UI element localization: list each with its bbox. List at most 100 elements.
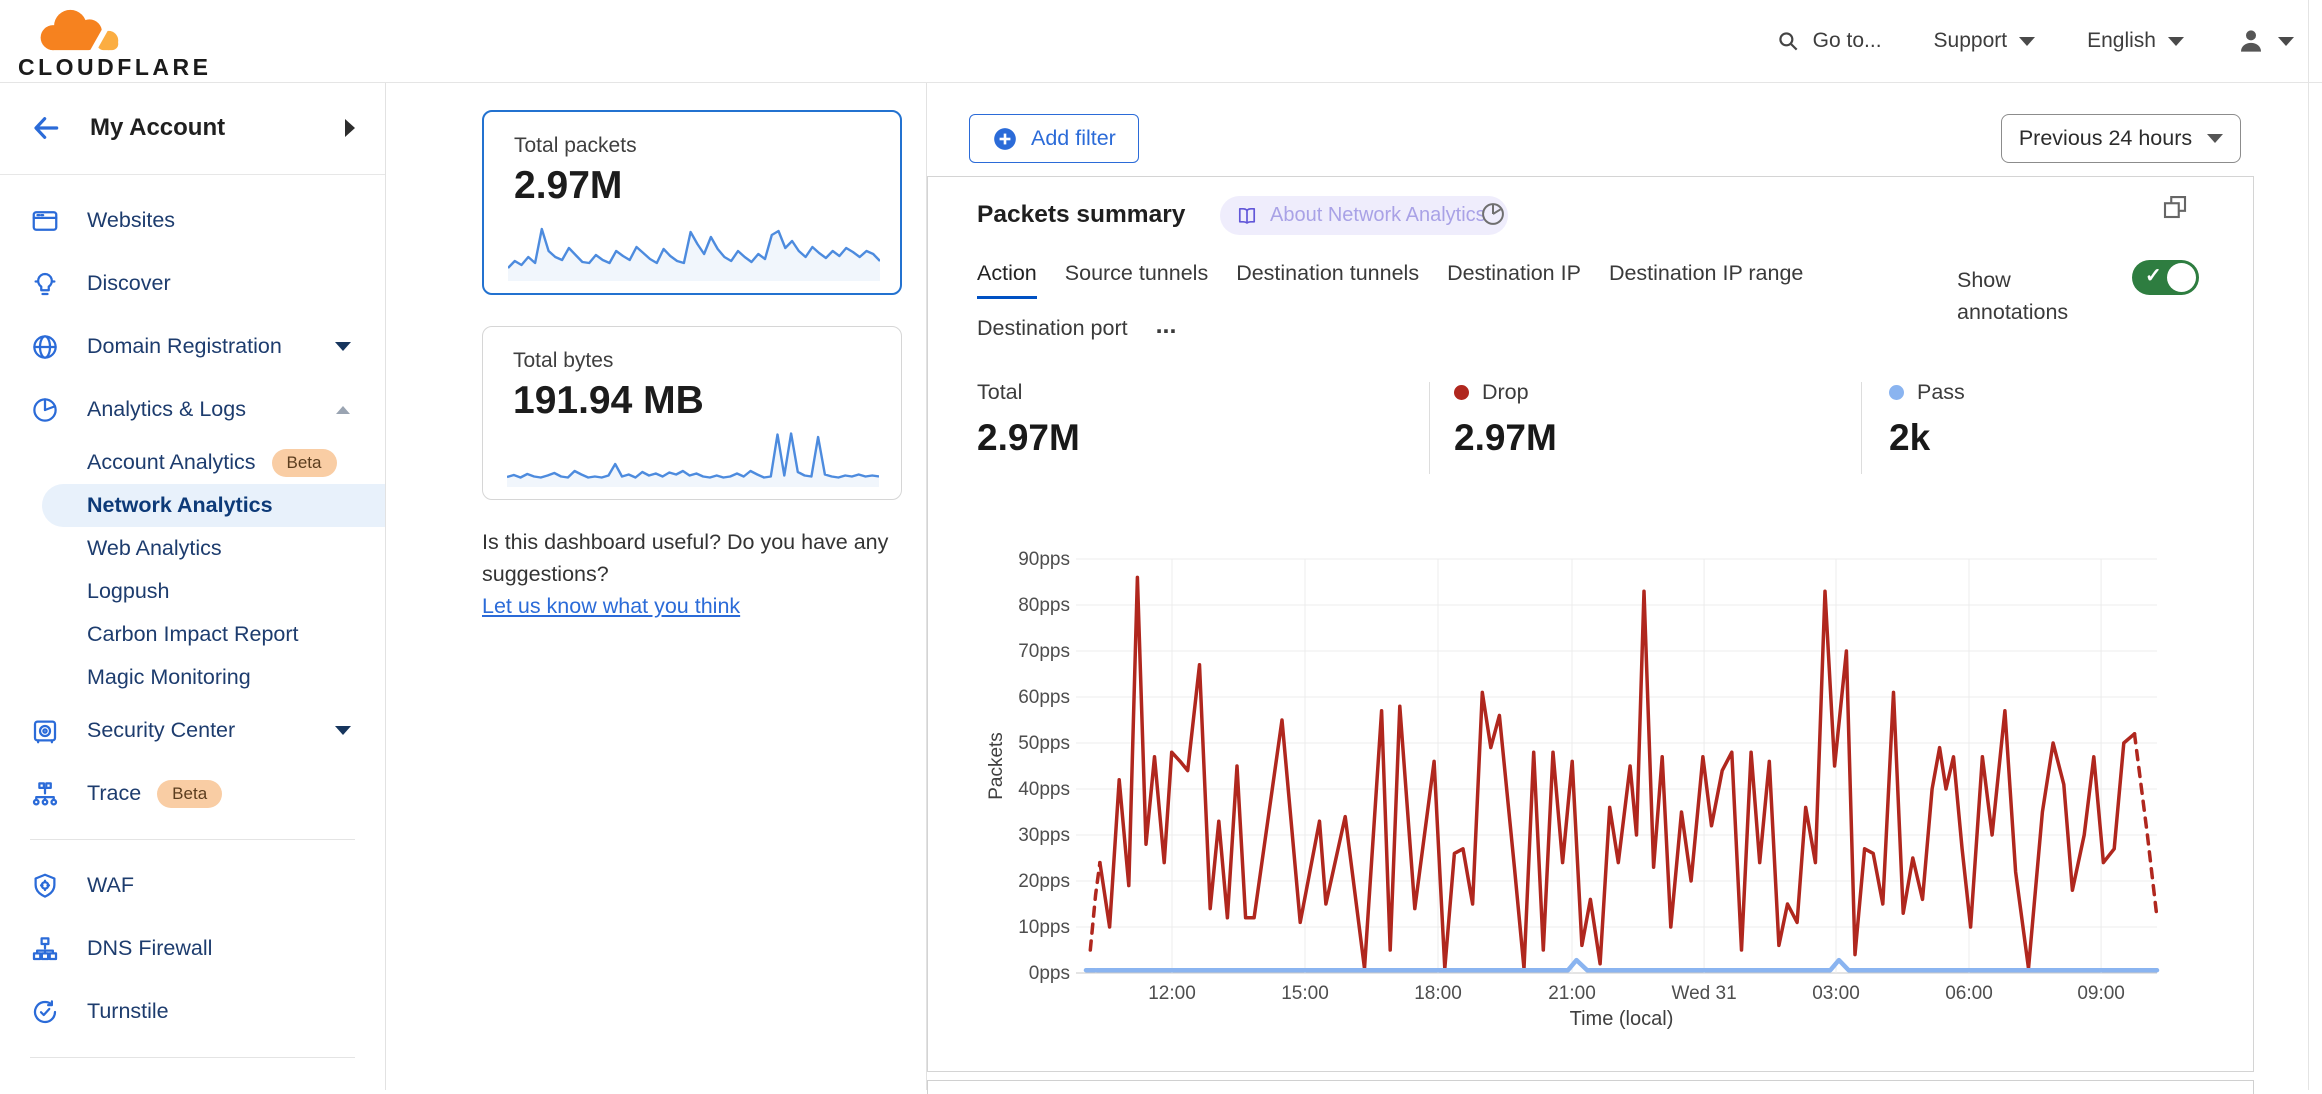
stats-row: Total 2.97M Drop 2.97M Pass 2k (977, 380, 2217, 480)
stat-divider (1429, 382, 1430, 474)
chevron-down-icon (2019, 36, 2036, 46)
sidebar-item-discover[interactable]: Discover (0, 252, 385, 315)
pie-timer-icon[interactable] (1479, 200, 1507, 228)
svg-text:Time (local): Time (local) (1570, 1008, 1674, 1030)
add-filter-label: Add filter (1031, 126, 1116, 150)
chevron-down-icon[interactable] (335, 726, 351, 735)
support-label: Support (1933, 29, 2008, 52)
sidebar-item-magic-monitoring[interactable]: Magic Monitoring (0, 656, 385, 699)
tab-destination-ip-range[interactable]: Destination IP range (1608, 261, 1804, 285)
svg-text:Wed 31: Wed 31 (1672, 983, 1737, 1004)
time-range-dropdown[interactable]: Previous 24 hours (2001, 114, 2241, 163)
sidebar-item-label: Network Analytics (87, 493, 273, 517)
stat-value: 2.97M (1454, 417, 1557, 458)
chevron-down-icon (2168, 36, 2184, 46)
stat-label: Total (977, 380, 1023, 404)
card-value: 191.94 MB (513, 379, 704, 422)
back-arrow-icon[interactable] (30, 112, 62, 144)
sidebar-item-label: Web Analytics (87, 536, 222, 560)
svg-text:09:00: 09:00 (2077, 983, 2125, 1004)
svg-text:60pps: 60pps (1018, 687, 1070, 708)
stat-value: 2.97M (977, 417, 1080, 458)
sidebar-item-websites[interactable]: Websites (0, 189, 385, 252)
sidebar-item-logpush[interactable]: Logpush (0, 570, 385, 613)
sidebar-item-partial-item[interactable] (0, 1072, 385, 1090)
show-annotations-label: Show annotations (1957, 268, 2069, 324)
card-value: 2.97M (514, 164, 623, 207)
sidebar-item-label: Account Analytics (87, 450, 256, 474)
packets-sparkline (508, 227, 880, 281)
beta-badge: Beta (157, 779, 223, 808)
chevron-down-icon (2207, 134, 2224, 143)
svg-text:03:00: 03:00 (1812, 983, 1860, 1004)
sidebar-item-label: Analytics & Logs (87, 397, 246, 421)
total-bytes-card[interactable]: Total bytes 191.94 MB (482, 326, 902, 500)
sidebar-item-network-analytics[interactable]: Network Analytics (42, 484, 385, 527)
toggle-knob (2167, 263, 2196, 292)
sidebar-item-turnstile[interactable]: Turnstile (0, 980, 385, 1043)
add-filter-button[interactable]: Add filter (969, 114, 1139, 163)
main-content: Add filter Previous 24 hours Packets sum… (926, 82, 2322, 1094)
overview-column: Total packets 2.97M Total bytes 191.94 M… (386, 82, 926, 1090)
tab-source-tunnels[interactable]: Source tunnels (1064, 261, 1209, 285)
expand-panel-icon[interactable] (2160, 192, 2190, 222)
show-annotations-toggle[interactable]: ✓ (2132, 260, 2199, 295)
language-menu[interactable]: English (2087, 29, 2184, 53)
user-icon (2241, 30, 2261, 52)
sidebar-item-dns-firewall[interactable]: DNS Firewall (0, 917, 385, 980)
chevron-down-icon[interactable] (335, 342, 351, 351)
sidebar-item-waf[interactable]: WAF (0, 854, 385, 917)
about-network-analytics-pill[interactable]: About Network Analytics (1220, 196, 1508, 235)
svg-text:21:00: 21:00 (1548, 983, 1596, 1004)
account-title: My Account (90, 114, 226, 141)
chevron-up-icon[interactable] (336, 405, 350, 414)
cloudflare-logo[interactable]: CLOUDFLARE (18, 6, 212, 81)
hierarchy-icon (30, 934, 60, 964)
safe-icon (30, 716, 60, 746)
stat-total: Total 2.97M (977, 380, 1080, 459)
next-panel-edge (927, 1080, 2254, 1094)
sidebar-item-web-analytics[interactable]: Web Analytics (0, 527, 385, 570)
feedback-block: Is this dashboard useful? Do you have an… (482, 526, 918, 622)
feedback-text: Is this dashboard useful? Do you have an… (482, 530, 889, 586)
tab-destination-port[interactable]: Destination port (977, 316, 1128, 340)
logo-text: CLOUDFLARE (18, 54, 212, 80)
lightbulb-icon (30, 269, 60, 299)
total-packets-card[interactable]: Total packets 2.97M (482, 110, 902, 295)
shield-gear-icon (30, 871, 60, 901)
svg-text:10pps: 10pps (1018, 917, 1070, 938)
sidebar-item-carbon-impact-report[interactable]: Carbon Impact Report (0, 613, 385, 656)
browser-icon (30, 206, 60, 236)
search-icon (1779, 32, 1798, 51)
sidebar-item-security-center[interactable]: Security Center (0, 699, 385, 762)
svg-text:50pps: 50pps (1018, 733, 1070, 754)
tab-destination-ip[interactable]: Destination IP (1447, 261, 1581, 285)
stat-label: Pass (1917, 380, 1965, 404)
svg-text:20pps: 20pps (1018, 871, 1070, 892)
top-bar: CLOUDFLARE Go to... Support English (0, 0, 2322, 83)
sidebar-nav: Websites Discover Domain Registration Analy… (0, 175, 385, 1090)
sidebar-item-trace[interactable]: Trace Beta (0, 762, 385, 825)
chevron-right-icon[interactable] (345, 119, 355, 137)
tab-action[interactable]: Action (977, 261, 1037, 299)
stat-value: 2k (1889, 417, 1931, 458)
user-menu[interactable] (2236, 26, 2294, 56)
goto-label: Go to... (1812, 29, 1882, 52)
sidebar-item-domain-registration[interactable]: Domain Registration (0, 315, 385, 378)
tab-destination-tunnels[interactable]: Destination tunnels (1236, 261, 1420, 285)
more-tabs-button[interactable]: ... (1155, 311, 1177, 339)
sidebar-item-analytics-logs[interactable]: Analytics & Logs (0, 378, 385, 441)
support-menu[interactable]: Support (1934, 29, 2036, 53)
about-pill-label: About Network Analytics (1270, 204, 1486, 226)
sidebar-item-account-analytics[interactable]: Account Analytics Beta (0, 441, 385, 484)
account-header[interactable]: My Account (0, 82, 385, 175)
goto-search[interactable]: Go to... (1775, 28, 1882, 54)
scrollbar-track[interactable] (2308, 0, 2309, 1090)
sidebar-item-label: Magic Monitoring (87, 665, 251, 689)
chevron-down-icon (2278, 36, 2294, 46)
sidebar-item-label: Trace (87, 781, 142, 805)
feedback-link[interactable]: Let us know what you think (482, 594, 741, 618)
book-icon (1238, 207, 1256, 224)
rotate-check-icon (30, 997, 60, 1027)
svg-text:90pps: 90pps (1018, 549, 1070, 570)
